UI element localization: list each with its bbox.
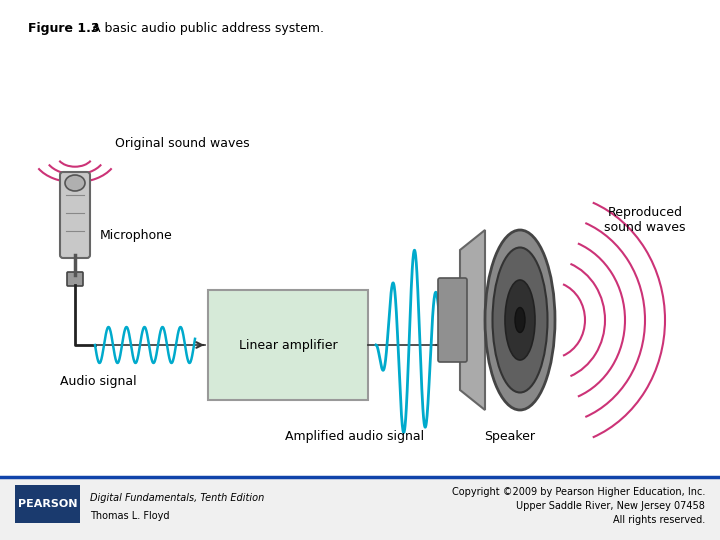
Text: A basic audio public address system.: A basic audio public address system. [80,22,324,35]
Text: Audio signal: Audio signal [60,375,137,388]
Ellipse shape [492,247,547,393]
FancyBboxPatch shape [208,290,368,400]
Polygon shape [460,230,485,410]
Text: Amplified audio signal: Amplified audio signal [285,430,425,443]
FancyBboxPatch shape [67,272,83,286]
Text: Thomas L. Floyd: Thomas L. Floyd [90,511,169,521]
Text: Copyright ©2009 by Pearson Higher Education, Inc.: Copyright ©2009 by Pearson Higher Educat… [451,487,705,497]
Ellipse shape [485,230,555,410]
FancyBboxPatch shape [60,172,90,258]
FancyBboxPatch shape [15,485,80,523]
Text: Digital Fundamentals, Tenth Edition: Digital Fundamentals, Tenth Edition [90,493,264,503]
Text: Microphone: Microphone [100,228,173,241]
Text: PEARSON: PEARSON [18,499,77,509]
Ellipse shape [515,307,525,333]
Text: Linear amplifier: Linear amplifier [239,339,337,352]
Text: Figure 1.3: Figure 1.3 [28,22,99,35]
FancyBboxPatch shape [438,278,467,362]
Text: Upper Saddle River, New Jersey 07458: Upper Saddle River, New Jersey 07458 [516,501,705,511]
Ellipse shape [505,280,535,360]
Text: Speaker: Speaker [485,430,536,443]
Text: Reproduced
sound waves: Reproduced sound waves [604,206,685,234]
Text: All rights reserved.: All rights reserved. [613,515,705,525]
Text: Original sound waves: Original sound waves [115,137,250,150]
Ellipse shape [65,175,85,191]
Bar [0,477,720,540]
